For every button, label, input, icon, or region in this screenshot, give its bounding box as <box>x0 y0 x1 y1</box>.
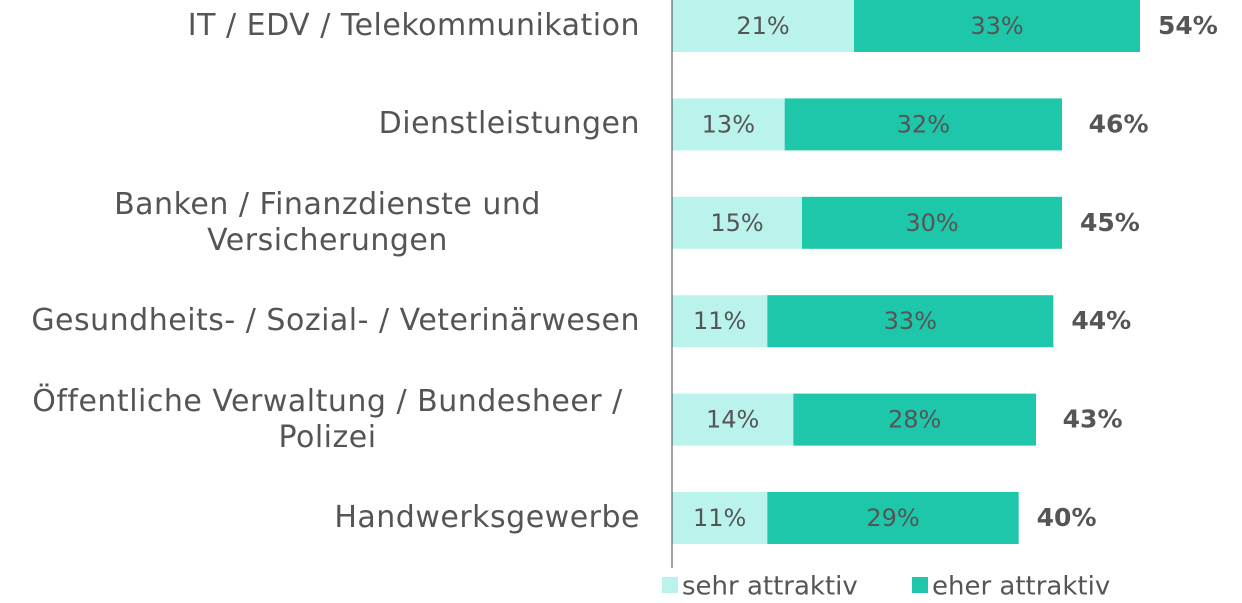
segment-label: 33% <box>970 12 1023 40</box>
bar-segment <box>767 295 1054 348</box>
bar-segment <box>672 0 854 52</box>
bar-segment <box>672 393 794 446</box>
segment-label: 33% <box>884 307 937 335</box>
legend-label: eher attraktiv <box>932 572 1110 602</box>
bar-segment <box>672 98 785 151</box>
total-label: 40% <box>1037 503 1097 532</box>
segment-label: 13% <box>702 110 755 138</box>
category-text: IT / EDV / Telekommunikation <box>187 8 640 43</box>
segment-label: 30% <box>905 209 958 237</box>
category-label: Dienstleistungen <box>15 106 640 142</box>
legend-label: sehr attraktiv <box>682 572 858 602</box>
category-label: IT / EDV / Telekommunikation <box>15 8 640 44</box>
segment-label: 28% <box>888 406 941 434</box>
total-label: 43% <box>1063 405 1123 434</box>
bar-segment <box>672 492 768 544</box>
total-label: 44% <box>1071 306 1131 335</box>
category-label: Banken / Finanzdienste und Versicherunge… <box>15 187 640 259</box>
segment-label: 11% <box>693 504 746 532</box>
category-label: Handwerksgewerbe <box>15 500 640 536</box>
segment-label: 15% <box>710 209 763 237</box>
category-text: Gesundheits- / Sozial- / Veterinärwesen <box>31 303 640 339</box>
total-label: 54% <box>1158 11 1218 40</box>
category-label: Gesundheits- / Sozial- / Veterinärwesen <box>15 303 640 339</box>
category-text: Handwerksgewerbe <box>334 500 640 535</box>
segment-label: 21% <box>736 12 789 40</box>
segment-label: 29% <box>866 504 919 532</box>
legend-swatch <box>912 577 928 593</box>
bar-segment <box>672 196 802 249</box>
bar-segment <box>767 492 1019 544</box>
category-text: Öffentliche Verwaltung / Bundesheer / Po… <box>32 383 623 455</box>
category-text: Dienstleistungen <box>378 106 640 142</box>
category-label: Öffentliche Verwaltung / Bundesheer / Po… <box>15 384 640 456</box>
bar-segment <box>854 0 1140 52</box>
segment-label: 14% <box>706 406 759 434</box>
legend-swatch <box>662 577 678 593</box>
bar-segment <box>784 98 1062 151</box>
category-text: Banken / Finanzdienste und Versicherunge… <box>114 186 541 258</box>
segment-label: 32% <box>897 110 950 138</box>
bar-segment <box>672 295 768 348</box>
total-label: 45% <box>1080 208 1140 237</box>
total-label: 46% <box>1089 109 1149 138</box>
bar-segment <box>793 393 1036 446</box>
segment-label: 11% <box>693 307 746 335</box>
bar-segment <box>802 196 1062 249</box>
